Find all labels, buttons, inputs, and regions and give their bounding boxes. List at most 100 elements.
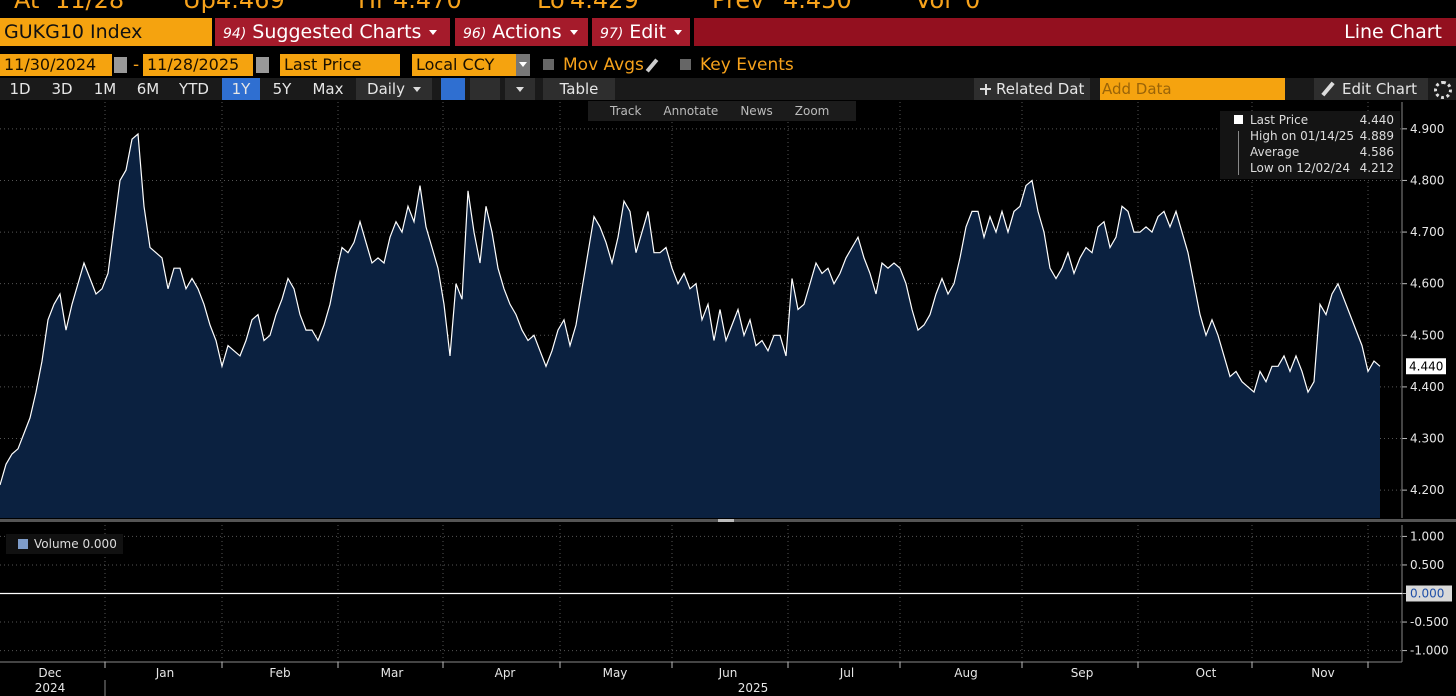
end-date[interactable]: 11/28/2025 <box>143 54 253 76</box>
pencil-icon[interactable] <box>645 58 659 73</box>
legend-value: 0.000 <box>82 537 117 551</box>
date-separator: - <box>133 55 140 75</box>
frequency[interactable]: Daily <box>356 78 432 100</box>
x-tick-label: Jul <box>839 666 854 680</box>
quote-value: 4.429 <box>570 0 639 14</box>
calendar-icon[interactable] <box>114 57 127 73</box>
tool[interactable]: Annotate <box>663 104 719 118</box>
legend-entry: Average 4.586 <box>1250 144 1394 160</box>
quote-value: 4.450 <box>783 0 852 14</box>
legend-entry: High on 01/14/25 4.889 <box>1250 128 1394 144</box>
start-date[interactable]: 11/30/2024 <box>0 54 112 76</box>
legend-label: Average <box>1250 145 1300 159</box>
range-button[interactable]: 1Y <box>222 78 260 100</box>
splitter-handle <box>718 519 734 522</box>
x-tick-label: Feb <box>269 666 290 680</box>
y-tick-label: -1.000 <box>1410 644 1449 658</box>
quote-value: 0 <box>965 0 981 14</box>
menu-num: 94) <box>223 26 247 42</box>
quote-value: 11/28 <box>55 0 125 14</box>
y-tick-label: 0.500 <box>1410 558 1444 572</box>
tool[interactable]: News <box>740 104 773 118</box>
menu[interactable]: 94) Suggested Charts <box>215 18 450 46</box>
edit-chart-label: Edit Chart <box>1342 80 1418 98</box>
x-tick-label: Sep <box>1071 666 1094 680</box>
quote-label: At <box>14 0 40 14</box>
range-button[interactable]: 5Y <box>272 80 292 98</box>
y-tick-label: 4.900 <box>1410 122 1444 136</box>
dropdown-button[interactable] <box>516 54 530 76</box>
quote-value: 4.469 <box>216 0 285 14</box>
checkbox[interactable] <box>543 59 554 70</box>
ticker[interactable]: GUKG10 Index <box>0 18 212 46</box>
more-button[interactable] <box>505 78 535 100</box>
chart-type: Line Chart <box>694 18 1456 46</box>
y-tick-label: 4.700 <box>1410 225 1444 239</box>
x-year-label: 2024 <box>35 681 66 695</box>
quote-value: 4.470 <box>393 0 462 14</box>
range-button[interactable]: YTD <box>179 80 209 98</box>
x-tick-label: Jan <box>155 666 175 680</box>
legend: Last Price 4.440 High on 01/14/25 4.889 Av… <box>1220 111 1400 179</box>
calendar-icon[interactable] <box>256 57 269 73</box>
legend-value: 4.440 <box>1359 113 1394 127</box>
add-data-input[interactable]: Add Data <box>1100 78 1285 100</box>
x-tick-label: Nov <box>1311 666 1334 680</box>
dropdown-arrow <box>429 30 438 35</box>
menu-label: Edit <box>629 21 667 43</box>
quote-label: Vol <box>915 0 951 14</box>
last-value-tag-label: 0.000 <box>1410 587 1444 601</box>
checkbox[interactable] <box>680 59 691 70</box>
menu-label: Suggested Charts <box>252 21 422 43</box>
x-year-label: 2025 <box>738 681 769 695</box>
last-price-tag-label: 4.440 <box>1409 359 1443 373</box>
menu[interactable]: 96) Actions <box>455 18 588 46</box>
legend-entry: Low on 12/02/24 4.212 <box>1250 160 1394 176</box>
pencil-icon <box>1321 81 1335 97</box>
range-button[interactable]: 1D <box>9 80 31 98</box>
quote-label: Lo <box>537 0 565 14</box>
field[interactable]: Last Price <box>280 54 400 76</box>
legend-swatch <box>18 539 28 549</box>
legend-label: Last Price <box>1250 113 1309 127</box>
range-button[interactable]: 1M <box>93 80 117 98</box>
related-data[interactable]: Related Dat <box>974 78 1090 100</box>
menu-label: Actions <box>492 21 562 43</box>
menu-num: 96) <box>463 26 487 42</box>
chart-tools: Track Annotate News Zoom <box>588 101 856 121</box>
x-tick-label: Oct <box>1196 666 1217 680</box>
plus-icon <box>984 83 987 95</box>
tool[interactable]: Track <box>610 104 642 118</box>
table-button[interactable]: Table <box>543 78 615 100</box>
range-button[interactable]: 6M <box>136 80 160 98</box>
x-tick-label: Apr <box>495 666 516 680</box>
last-value-tag <box>1406 585 1452 602</box>
menu-num: 97) <box>600 26 624 42</box>
x-tick-label: May <box>603 666 628 680</box>
legend-value: 4.586 <box>1359 145 1394 159</box>
tool[interactable]: Zoom <box>794 104 830 118</box>
menu[interactable]: 97) Edit <box>592 18 690 46</box>
currency[interactable]: Local CCY <box>412 54 516 76</box>
range-button[interactable]: 3D <box>51 80 73 98</box>
toggle-label[interactable]: Mov Avgs <box>563 55 644 75</box>
y-tick-label: 4.300 <box>1410 432 1444 446</box>
range-button[interactable]: Max <box>312 80 344 98</box>
legend-label: High on 01/14/25 <box>1250 129 1355 143</box>
toggle-label[interactable]: Key Events <box>700 55 794 75</box>
edit-chart[interactable]: Edit Chart <box>1314 78 1428 100</box>
y-tick-label: 4.500 <box>1410 328 1444 342</box>
quote-label: Prev <box>712 0 765 14</box>
dropdown-arrow <box>519 62 527 67</box>
line-icon[interactable] <box>441 78 465 100</box>
bar-icon[interactable] <box>470 78 500 100</box>
y-tick-label: 4.200 <box>1410 483 1444 497</box>
y-tick-label: 1.000 <box>1410 529 1444 543</box>
gear-icon[interactable] <box>1434 81 1452 99</box>
y-tick-label: -0.500 <box>1410 615 1449 629</box>
area-fill <box>0 134 1380 518</box>
frequency-label: Daily <box>367 80 405 98</box>
y-tick-label: 4.400 <box>1410 380 1444 394</box>
legend-swatch <box>1234 115 1243 124</box>
